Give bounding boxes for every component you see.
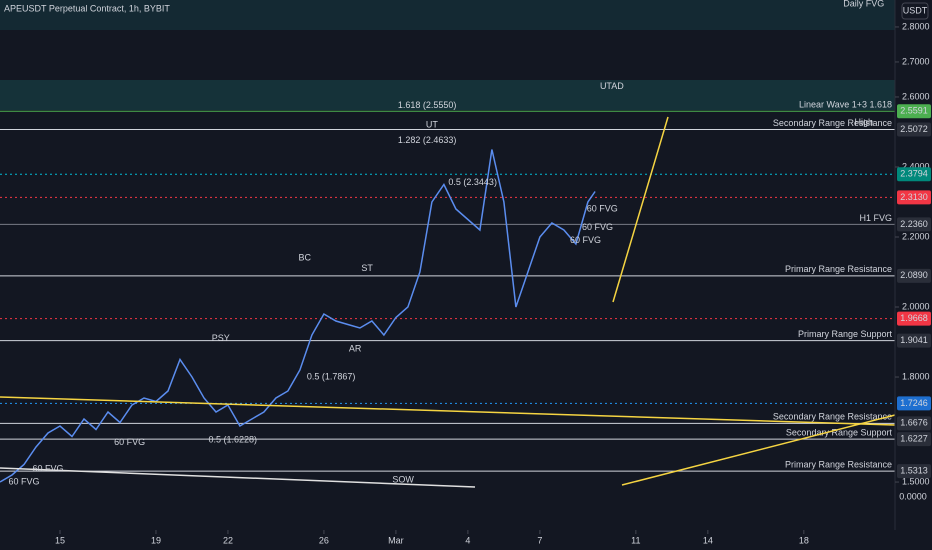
trend-line xyxy=(621,414,896,486)
annotation: 60 FVG xyxy=(587,203,618,213)
annotation: Daily FVG xyxy=(843,0,884,9)
level-label: Secondary Range Support xyxy=(786,427,893,437)
annotation: 0.5 (2.3443) xyxy=(448,177,497,187)
currency-box[interactable] xyxy=(901,2,929,20)
price-tag-label: 2.0890 xyxy=(900,270,928,280)
price-tag xyxy=(897,416,931,431)
annotation: High xyxy=(855,117,874,127)
price-tag-label: 2.3130 xyxy=(900,192,928,202)
y-tick-label: 1.5000 xyxy=(902,476,930,486)
price-tag xyxy=(897,167,931,182)
y-tick-label: 2.6000 xyxy=(902,91,930,101)
x-tick-label: 11 xyxy=(631,535,640,545)
y-tick-label: 2.8000 xyxy=(902,21,930,31)
annotation: 1.618 (2.5550) xyxy=(398,100,457,110)
y-tick-label: 2.0000 xyxy=(902,301,930,311)
level-label: Linear Wave 1+3 1.618 xyxy=(799,100,892,110)
x-tick-label: Mar xyxy=(388,535,404,545)
annotation: 60 FVG xyxy=(32,463,63,473)
y-tick-label: 2.2000 xyxy=(902,231,930,241)
price-tag-label: 1.5313 xyxy=(900,465,928,475)
price-tag-label: 1.9668 xyxy=(900,313,928,323)
annotation: UT xyxy=(426,119,438,129)
price-tag-label: 1.6676 xyxy=(900,418,928,428)
price-tag xyxy=(897,217,931,232)
bottom-label: 0.0000 xyxy=(899,491,927,501)
annotation: PSY xyxy=(212,333,230,343)
time-axis xyxy=(0,530,932,550)
x-tick-label: 7 xyxy=(537,535,542,545)
price-tag xyxy=(897,333,931,348)
x-tick-label: 4 xyxy=(465,535,470,545)
price-tag-label: 1.6227 xyxy=(900,433,928,443)
price-tag-label: 2.5591 xyxy=(900,106,928,116)
price-tag xyxy=(897,432,931,447)
y-tick-label: 1.8000 xyxy=(902,371,930,381)
level-label: Primary Range Resistance xyxy=(785,264,892,274)
overlay: 2.8000 2.7000 2.6000 2.4000 2.2000 2.0000 1.80… xyxy=(8,0,931,545)
annotation: 0.5 (1.6228) xyxy=(208,434,257,444)
x-tick-label: 14 xyxy=(703,535,713,545)
annotation: ST xyxy=(361,263,373,273)
price-tag xyxy=(897,104,931,119)
price-tag-label: 2.5072 xyxy=(900,124,928,134)
annotation: 60 FVG xyxy=(8,476,39,486)
trend-line xyxy=(0,467,476,488)
annotation: AR xyxy=(349,343,362,353)
x-tick-label: 22 xyxy=(223,535,233,545)
level-label: Secondary Range Resistance xyxy=(773,118,892,128)
annotation: 60 FVG xyxy=(582,222,613,232)
price-tag-label: 1.7246 xyxy=(900,398,928,408)
chart-title: APEUSDT Perpetual Contract, 1h, BYBIT xyxy=(4,3,170,13)
annotation: UTAD xyxy=(600,81,624,91)
annotation: BC xyxy=(298,252,311,262)
y-tick-label: 2.7000 xyxy=(902,56,930,66)
price-tag xyxy=(897,311,931,326)
annotation: 60 FVG xyxy=(570,235,601,245)
price-line xyxy=(0,149,596,483)
trend-line xyxy=(0,396,896,426)
level-label: Primary Range Support xyxy=(798,329,893,339)
price-tag-label: 1.9041 xyxy=(900,335,928,345)
price-tag xyxy=(897,464,931,479)
annotation: 60 FVG xyxy=(114,437,145,447)
annotation: SOW xyxy=(392,475,414,485)
annotation: 0.5 (1.7867) xyxy=(307,371,356,381)
x-tick-label: 15 xyxy=(55,535,65,545)
y-tick-label: 2.4000 xyxy=(902,161,930,171)
currency[interactable]: USDT xyxy=(903,5,928,15)
plot: Linear Wave 1+3 1.618 Secondary Range Res… xyxy=(0,100,895,483)
price-tag-label: 2.3794 xyxy=(900,169,928,179)
level-label: Secondary Range Resistance xyxy=(773,412,892,422)
price-tag xyxy=(897,396,931,411)
level-label: Primary Range Resistance xyxy=(785,459,892,469)
fvg-zone xyxy=(0,0,895,30)
x-tick-label: 18 xyxy=(799,535,809,545)
price-tag xyxy=(897,122,931,137)
price-tag xyxy=(897,268,931,283)
x-tick-label: 26 xyxy=(319,535,329,545)
trend-line xyxy=(612,116,669,303)
x-tick-label: 19 xyxy=(151,535,161,545)
price-tag-label: 2.2360 xyxy=(900,219,928,229)
price-tag xyxy=(897,190,931,205)
level-label: H1 FVG xyxy=(859,213,892,223)
fvg-zone xyxy=(0,80,895,110)
annotation: 1.282 (2.4633) xyxy=(398,135,457,145)
